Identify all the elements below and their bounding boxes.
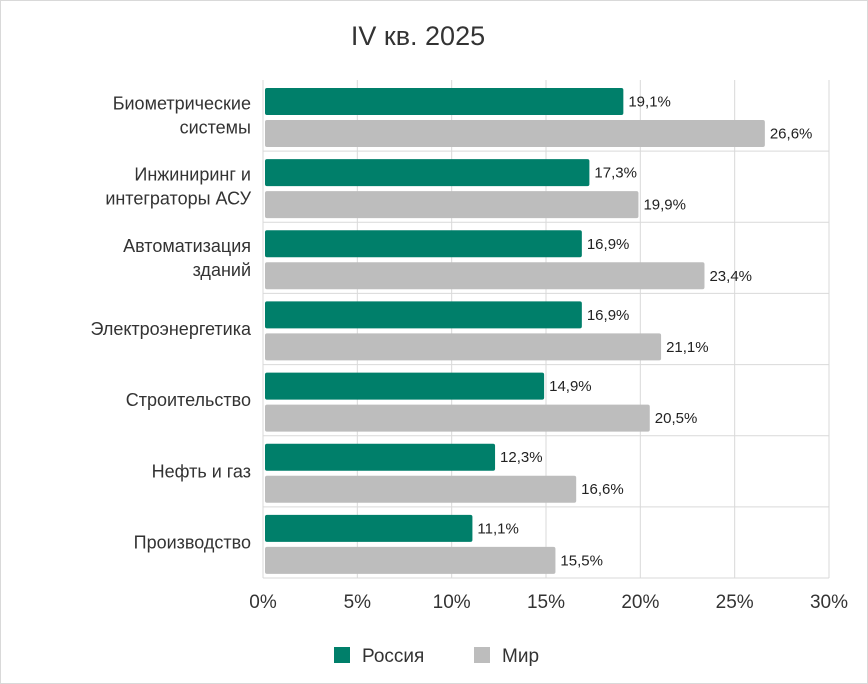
category-label: Нефть и газ <box>152 461 251 481</box>
data-label: 21,1% <box>666 339 709 356</box>
data-label: 15,5% <box>560 552 603 569</box>
category-label-line: Нефть и газ <box>152 461 251 481</box>
bar-world <box>265 404 650 432</box>
data-label: 19,1% <box>628 94 671 111</box>
x-tick-label: 30% <box>810 592 848 613</box>
bar-russia <box>265 230 582 258</box>
bar-russia <box>265 159 590 187</box>
bar-world <box>265 333 662 361</box>
data-label: 20,5% <box>655 410 698 427</box>
gridlines <box>262 80 830 579</box>
bar-world <box>265 262 705 290</box>
category-labels: Биометрические системы Инжиниринг и интегра… <box>90 94 251 553</box>
x-tick-label: 10% <box>433 592 471 613</box>
legend-label: Мир <box>502 646 539 667</box>
category-label-line: системы <box>180 118 251 138</box>
x-tick-label: 15% <box>527 592 565 613</box>
category-label-line: Биометрические <box>113 94 251 114</box>
data-label: 19,9% <box>643 197 686 214</box>
bar-world <box>265 475 577 503</box>
data-labels: 19,1% 26,6% 17,3% 19,9% 16,9% 23,4% 16,9% 21,1%… <box>477 94 812 570</box>
bars <box>265 88 765 574</box>
bar-russia <box>265 443 496 471</box>
category-label: Электроэнергетика <box>90 319 251 339</box>
category-label-line: Производство <box>134 532 251 552</box>
data-label: 11,1% <box>477 520 518 537</box>
legend-swatch <box>474 647 490 663</box>
category-label-line: зданий <box>193 260 251 280</box>
bar-russia <box>265 372 545 400</box>
data-label: 16,6% <box>581 481 624 498</box>
legend: Россия Мир <box>334 646 539 667</box>
bar-russia <box>265 514 473 542</box>
data-label: 26,6% <box>770 126 813 143</box>
category-label-line: интеграторы АСУ <box>105 189 251 209</box>
data-label: 12,3% <box>500 449 543 466</box>
chart-title: IV кв. 2025 <box>351 21 485 51</box>
bar-world <box>265 546 556 574</box>
x-axis-ticks: 0% 5% 10% 15% 20% 25% 30% <box>249 592 848 613</box>
x-tick-label: 20% <box>621 592 659 613</box>
category-label: Автоматизация зданий <box>123 236 251 280</box>
x-tick-label: 0% <box>249 592 277 613</box>
category-label-line: Электроэнергетика <box>90 319 251 339</box>
x-tick-label: 5% <box>344 592 372 613</box>
category-label: Строительство <box>126 390 251 410</box>
data-label: 16,9% <box>587 307 630 324</box>
data-label: 23,4% <box>709 268 752 285</box>
bar-world <box>265 120 765 147</box>
data-label: 17,3% <box>594 165 637 182</box>
legend-label: Россия <box>362 646 424 667</box>
category-label-line: Инжиниринг и <box>134 165 251 185</box>
data-label: 16,9% <box>587 236 630 253</box>
category-label: Биометрические системы <box>113 94 251 138</box>
category-label-line: Автоматизация <box>123 236 251 256</box>
category-label: Инжиниринг и интеграторы АСУ <box>105 165 251 209</box>
legend-swatch <box>334 647 350 663</box>
bar-world <box>265 191 639 219</box>
bar-russia <box>265 88 624 115</box>
x-tick-label: 25% <box>716 592 754 613</box>
category-label-line: Строительство <box>126 390 251 410</box>
category-label: Производство <box>134 532 251 552</box>
data-label: 14,9% <box>549 378 592 395</box>
bar-russia <box>265 301 582 329</box>
